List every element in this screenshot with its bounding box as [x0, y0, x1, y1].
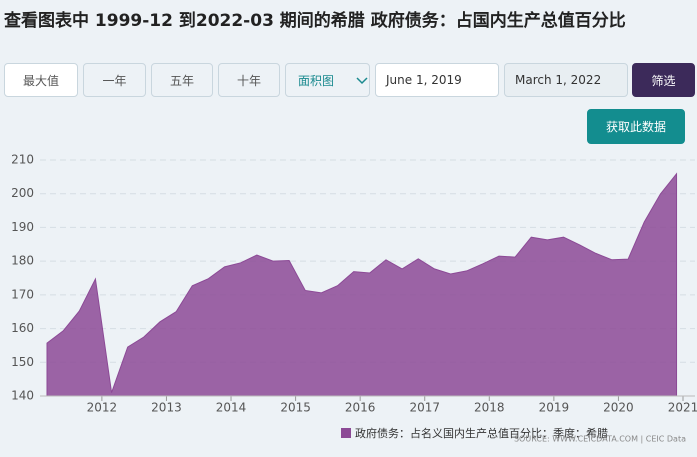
page-title: 查看图表中 1999-12 到2022-03 期间的希腊 政府债务：占国内生产总…	[4, 11, 626, 31]
select-label: 面积图	[298, 73, 335, 88]
range-button[interactable]: 五年	[151, 63, 213, 97]
chart-type-select[interactable]: 面积图	[285, 63, 370, 97]
x-tick-label: 2020	[603, 401, 634, 415]
download-button[interactable]: 获取此数据	[587, 109, 685, 144]
range-button[interactable]: 十年	[218, 63, 280, 97]
legend-label: 政府债务：占名义国内生产总值百分比：季度：希腊	[355, 426, 608, 440]
x-tick-label: 2014	[216, 401, 247, 415]
x-tick-label: 2015	[280, 401, 311, 415]
x-tick-label: 2013	[151, 401, 182, 415]
end-date[interactable]: March 1, 2022	[504, 63, 628, 97]
x-tick-label: 2012	[87, 401, 118, 415]
legend-swatch	[341, 428, 351, 438]
x-tick-label: 2016	[345, 401, 376, 415]
y-tick-label: 170	[11, 287, 34, 301]
chevron	[356, 77, 368, 85]
y-tick-label: 150	[11, 355, 34, 369]
start-date[interactable]: June 1, 2019	[375, 63, 499, 97]
y-tick-label: 180	[11, 254, 34, 268]
y-tick-label: 210	[11, 153, 34, 167]
filter-button[interactable]: 筛选	[632, 63, 695, 97]
range-button[interactable]: 一年	[83, 63, 146, 97]
y-tick-label: 160	[11, 321, 34, 335]
x-tick-label: 2021	[668, 401, 697, 415]
x-tick-label: 2019	[539, 401, 570, 415]
y-tick-label: 140	[11, 389, 34, 403]
y-tick-label: 190	[11, 220, 34, 234]
x-tick-label: 2017	[409, 401, 440, 415]
range-button[interactable]: 最大值	[4, 63, 78, 97]
y-tick-label: 200	[11, 186, 34, 200]
source: SOURCE: WWW.CEICDATA.COM | CEIC Data	[514, 435, 686, 444]
area	[46, 172, 678, 397]
x-tick-label: 2018	[474, 401, 505, 415]
